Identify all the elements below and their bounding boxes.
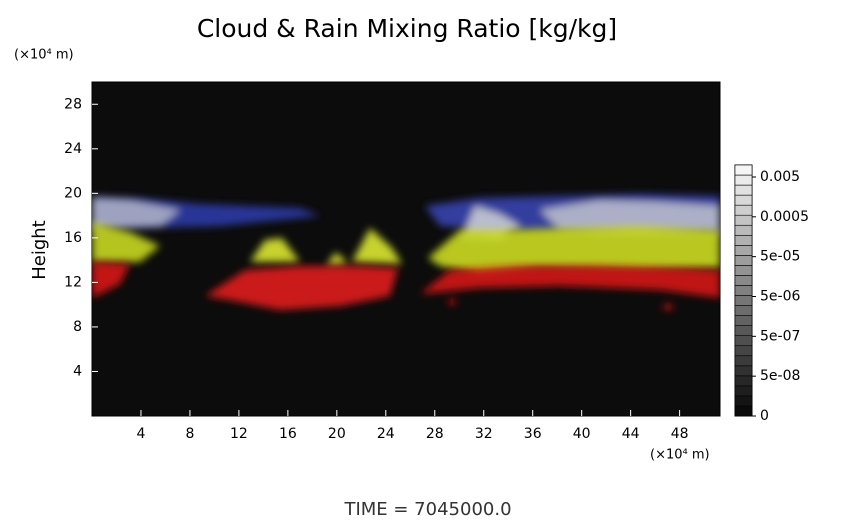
colorbar-swatch <box>734 234 753 246</box>
colorbar-tick-label: 5e-08 <box>760 368 800 384</box>
colorbar-tick-label: 5e-05 <box>760 249 800 265</box>
y-tick-label: 4 <box>73 363 82 379</box>
x-tick-label: 36 <box>524 426 542 442</box>
footer: TIME = 7045000.0 <box>343 499 511 519</box>
y-tick-label: 8 <box>73 319 82 335</box>
cloud-field <box>92 194 720 310</box>
x-tick-label: 48 <box>671 426 689 442</box>
x-tick-label: 4 <box>137 426 146 442</box>
colorbar-swatch <box>734 245 753 256</box>
x-tick-label: 28 <box>426 426 444 442</box>
y-tick-label: 12 <box>64 274 82 290</box>
colorbar-tick-label: 5e-07 <box>760 328 800 344</box>
colorbar-swatch <box>734 375 753 387</box>
chart-title: Cloud & Rain Mixing Ratio [kg/kg] <box>197 14 617 43</box>
colorbar-swatch <box>734 345 753 357</box>
colorbar-swatch <box>734 184 753 196</box>
colorbar-swatch <box>734 295 753 306</box>
x-tick-label: 12 <box>230 426 248 442</box>
colorbar-swatch <box>734 164 753 176</box>
x-tick-label: 44 <box>622 426 640 442</box>
colorbar-swatch <box>734 405 753 417</box>
colorbar-swatch <box>734 194 753 206</box>
y-unit-label: (×10⁴ m) <box>14 48 74 63</box>
colorbar-tick-label: 0 <box>760 408 769 424</box>
colorbar-swatch <box>734 275 753 286</box>
colorbar-tick-label: 0.005 <box>760 169 800 185</box>
x-tick-label: 32 <box>475 426 493 442</box>
colorbar-swatch <box>734 385 753 397</box>
x-unit-label: (×10⁴ m) <box>650 448 710 463</box>
colorbar-swatch <box>734 214 753 226</box>
colorbar-swatch <box>734 305 753 316</box>
x-tick-label: 16 <box>279 426 297 442</box>
colorbar-swatch <box>734 224 753 236</box>
x-tick-label: 24 <box>377 426 395 442</box>
colorbar-swatch <box>734 255 753 266</box>
colorbar-swatch <box>734 285 753 296</box>
y-axis-label: Height <box>29 220 50 280</box>
colorbar-swatch <box>734 265 753 276</box>
colorbar-swatch <box>734 395 753 407</box>
colorbar-swatch <box>734 335 753 347</box>
colorbar-swatch <box>734 355 753 367</box>
colorbar-tick-label: 5e-06 <box>760 288 800 304</box>
x-tick-label: 8 <box>185 426 194 442</box>
colorbar-swatch <box>734 315 753 326</box>
y-tick-label: 24 <box>64 141 82 157</box>
y-tick-label: 20 <box>64 185 82 201</box>
y-tick-label: 28 <box>64 96 82 112</box>
x-tick-label: 40 <box>573 426 591 442</box>
colorbar-swatch <box>734 325 753 336</box>
colorbar-tick-label: 0.0005 <box>760 209 809 225</box>
colorbar-swatch <box>734 204 753 216</box>
y-tick-label: 16 <box>64 230 82 246</box>
x-tick-label: 20 <box>328 426 346 442</box>
colorbar-swatch <box>734 365 753 377</box>
colorbar-swatch <box>734 174 753 186</box>
